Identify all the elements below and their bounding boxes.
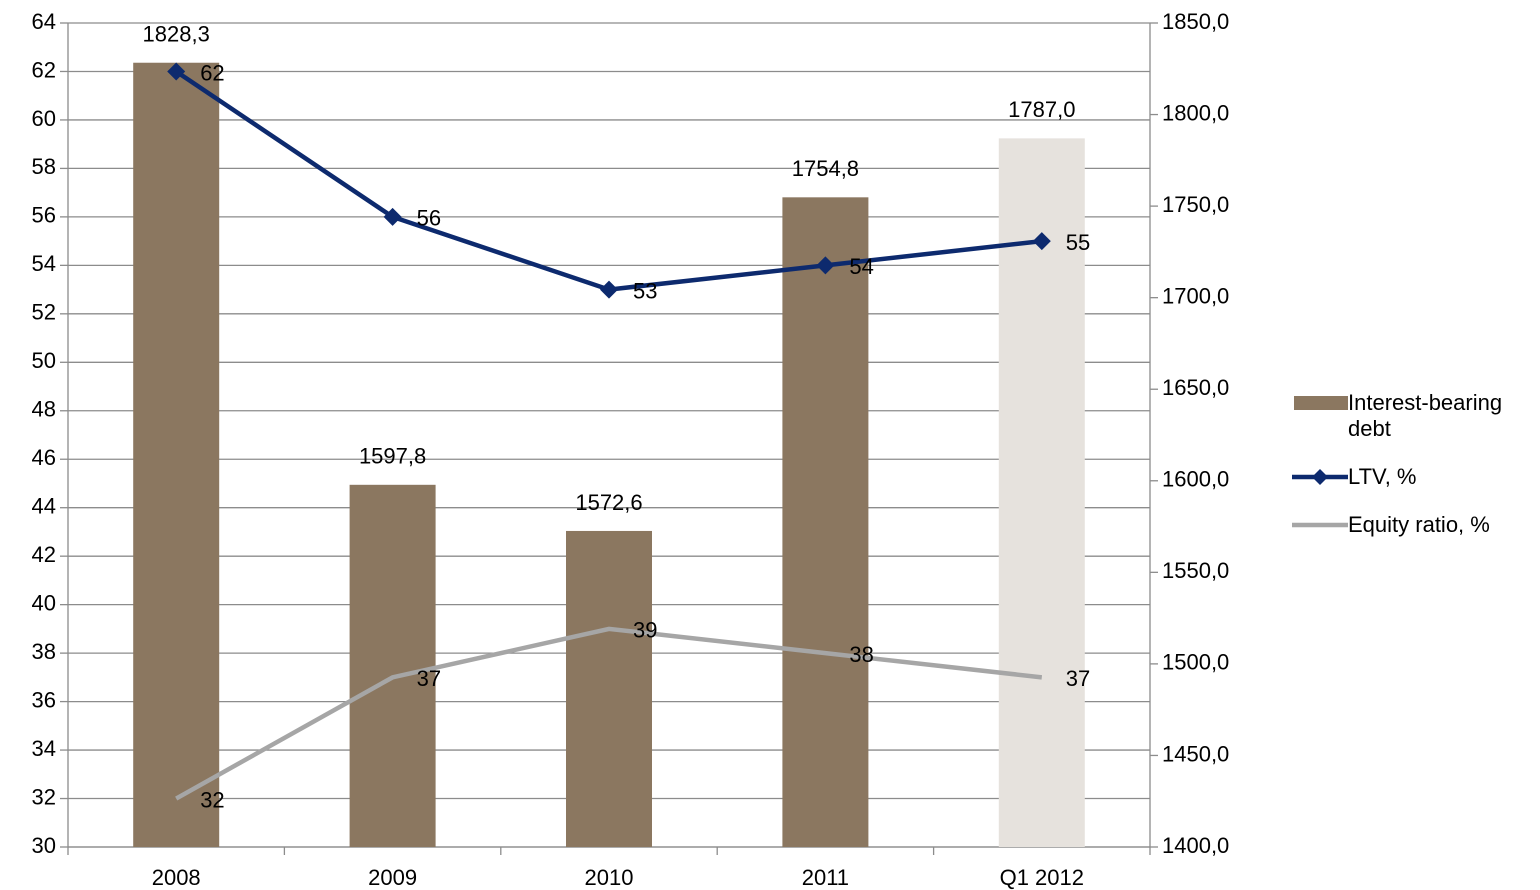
y-tick-label: 46 bbox=[32, 445, 56, 470]
bar bbox=[566, 530, 652, 847]
y-tick-label: 62 bbox=[32, 57, 56, 82]
y2-tick-label: 1400,0 bbox=[1162, 833, 1229, 858]
data-label: 37 bbox=[417, 666, 441, 691]
legend-swatch bbox=[1294, 396, 1348, 410]
y-tick-label: 64 bbox=[32, 9, 56, 34]
data-label: 39 bbox=[633, 618, 657, 643]
y2-tick-label: 1800,0 bbox=[1162, 100, 1229, 125]
y-tick-label: 32 bbox=[32, 784, 56, 809]
data-label: 38 bbox=[849, 642, 873, 667]
bar bbox=[133, 62, 220, 848]
legend-swatch-marker bbox=[1312, 469, 1328, 485]
x-tick-label: Q1 2012 bbox=[1000, 865, 1084, 890]
marker bbox=[600, 280, 618, 299]
legend-label: LTV, % bbox=[1348, 464, 1417, 489]
y-tick-label: 44 bbox=[32, 494, 56, 519]
data-label: 1787,0 bbox=[1008, 97, 1075, 122]
data-label: 37 bbox=[1066, 666, 1090, 691]
data-label: 1754,8 bbox=[792, 156, 859, 181]
legend: Interest-bearing debt LTV, % Equity ratio,… bbox=[1292, 390, 1540, 560]
y-tick-label: 50 bbox=[32, 348, 56, 373]
data-label: 56 bbox=[417, 206, 441, 231]
data-label: 62 bbox=[200, 60, 224, 85]
y-tick-label: 60 bbox=[32, 106, 56, 131]
y-tick-label: 30 bbox=[32, 833, 56, 858]
data-label: 55 bbox=[1066, 230, 1090, 255]
marker bbox=[167, 62, 186, 81]
y-tick-label: 58 bbox=[32, 154, 56, 179]
y2-tick-label: 1600,0 bbox=[1162, 467, 1229, 492]
x-tick-label: 2010 bbox=[585, 865, 634, 890]
marker bbox=[816, 256, 835, 275]
data-label: 1572,6 bbox=[575, 490, 642, 515]
bar bbox=[349, 484, 436, 847]
y-tick-label: 36 bbox=[32, 687, 56, 712]
data-label: 32 bbox=[200, 787, 224, 812]
legend-item: Equity ratio, % bbox=[1292, 512, 1540, 538]
y-tick-label: 34 bbox=[32, 736, 56, 761]
bar bbox=[782, 197, 869, 847]
legend-label: Interest-bearing debt bbox=[1348, 390, 1503, 441]
y2-tick-label: 1550,0 bbox=[1162, 558, 1229, 583]
data-label: 53 bbox=[633, 278, 657, 303]
legend-item: LTV, % bbox=[1292, 464, 1540, 490]
y2-tick-label: 1750,0 bbox=[1162, 192, 1229, 217]
y-tick-label: 56 bbox=[32, 203, 56, 228]
y2-tick-label: 1850,0 bbox=[1162, 9, 1229, 34]
legend-item: Interest-bearing debt bbox=[1292, 390, 1540, 442]
legend-swatch bbox=[1292, 469, 1348, 485]
x-tick-label: 2011 bbox=[802, 865, 849, 890]
line bbox=[175, 626, 1043, 801]
y-tick-label: 52 bbox=[32, 300, 56, 325]
data-label: 1828,3 bbox=[143, 22, 210, 47]
x-tick-label: 2009 bbox=[368, 865, 417, 890]
data-label: 1597,8 bbox=[359, 444, 426, 469]
y-tick-label: 40 bbox=[32, 590, 56, 615]
legend-swatch-bar bbox=[1294, 396, 1348, 410]
y-tick-label: 54 bbox=[32, 251, 56, 276]
marker bbox=[1032, 232, 1051, 251]
bar bbox=[998, 138, 1085, 848]
x-tick-label: 2008 bbox=[152, 865, 201, 890]
marker bbox=[383, 207, 402, 226]
y2-tick-label: 1700,0 bbox=[1162, 283, 1229, 308]
y2-tick-label: 1650,0 bbox=[1162, 375, 1229, 400]
legend-swatch bbox=[1292, 522, 1348, 528]
y2-tick-label: 1500,0 bbox=[1162, 650, 1229, 675]
legend-label: Equity ratio, % bbox=[1348, 512, 1490, 537]
y-tick-label: 38 bbox=[32, 639, 56, 664]
y-tick-label: 48 bbox=[32, 397, 56, 422]
line bbox=[174, 69, 1043, 292]
data-label: 54 bbox=[849, 254, 873, 279]
y2-tick-label: 1450,0 bbox=[1162, 741, 1229, 766]
y-tick-label: 42 bbox=[32, 542, 56, 567]
